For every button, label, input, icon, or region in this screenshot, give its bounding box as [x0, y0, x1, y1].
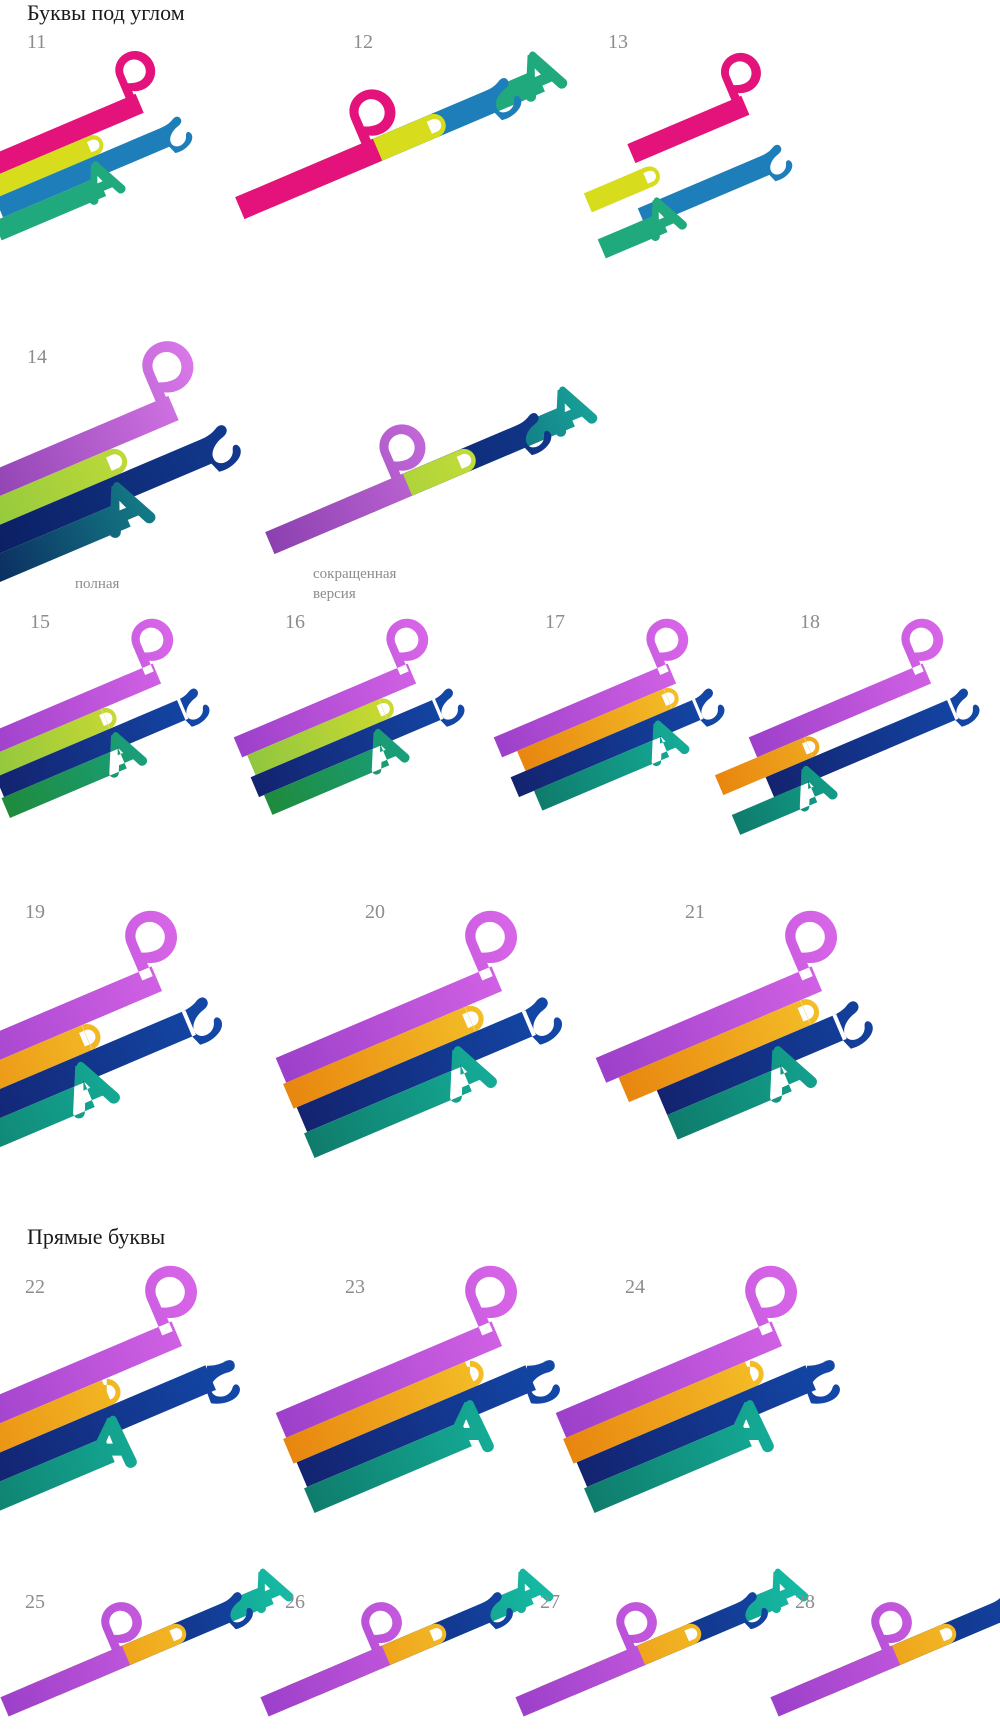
svg-text:15: 15 [30, 611, 50, 633]
svg-text:версия: версия [313, 586, 356, 602]
svg-text:18: 18 [800, 611, 820, 633]
svg-text:14: 14 [27, 346, 47, 368]
svg-text:27: 27 [540, 1591, 560, 1613]
svg-text:26: 26 [285, 1591, 305, 1613]
svg-text:Прямые буквы: Прямые буквы [27, 1224, 165, 1249]
svg-text:16: 16 [285, 611, 305, 633]
svg-text:сокращенная: сокращенная [313, 566, 397, 582]
svg-text:12: 12 [353, 31, 373, 53]
svg-text:24: 24 [625, 1276, 645, 1298]
svg-text:19: 19 [25, 901, 45, 923]
svg-text:полная: полная [75, 576, 120, 592]
svg-text:Буквы под углом: Буквы под углом [27, 0, 185, 25]
svg-text:28: 28 [795, 1591, 815, 1613]
svg-text:13: 13 [608, 31, 628, 53]
svg-text:25: 25 [25, 1591, 45, 1613]
svg-text:11: 11 [27, 31, 46, 53]
svg-text:17: 17 [545, 611, 565, 633]
svg-text:22: 22 [25, 1276, 45, 1298]
svg-text:23: 23 [345, 1276, 365, 1298]
svg-text:20: 20 [365, 901, 385, 923]
svg-text:21: 21 [685, 901, 705, 923]
